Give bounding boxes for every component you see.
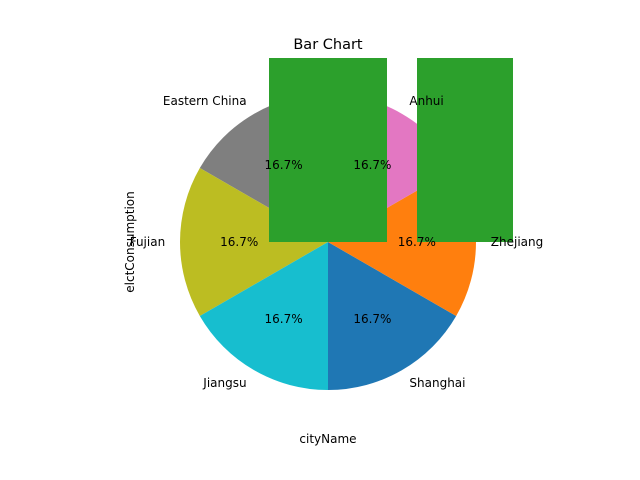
slice-percent-label: 16.7% [353,312,391,326]
overlay-bar [417,58,513,242]
slice-percent-label: 16.7% [220,235,258,249]
y-axis-label: elctConsumption [123,191,137,293]
slice-percent-label: 16.7% [265,312,303,326]
pie-labels: Shanghai 16.7% Zhejiang 16.7% Anhui 16.7% East… [130,94,544,390]
slice-label: Anhui [409,94,443,108]
slice-label: Shanghai [409,376,465,390]
slice-label: Fujian [130,235,165,249]
slice-percent-label: 16.7% [398,235,436,249]
slice-percent-label: 16.7% [265,158,303,172]
pie-slice-fujian [180,168,328,316]
overlay-bar [269,58,387,242]
x-axis-label: cityName [299,432,356,446]
pie-slice-shanghai [328,242,457,390]
slice-label: Zhejiang [491,235,543,249]
chart-title: Bar Chart [293,37,363,53]
overlay-bars [269,58,513,242]
pie-slice-jiangsu [199,242,328,390]
slice-percent-label: 16.7% [353,158,391,172]
slice-label: Eastern China [163,94,247,108]
slice-label: Jiangsu [202,376,246,390]
